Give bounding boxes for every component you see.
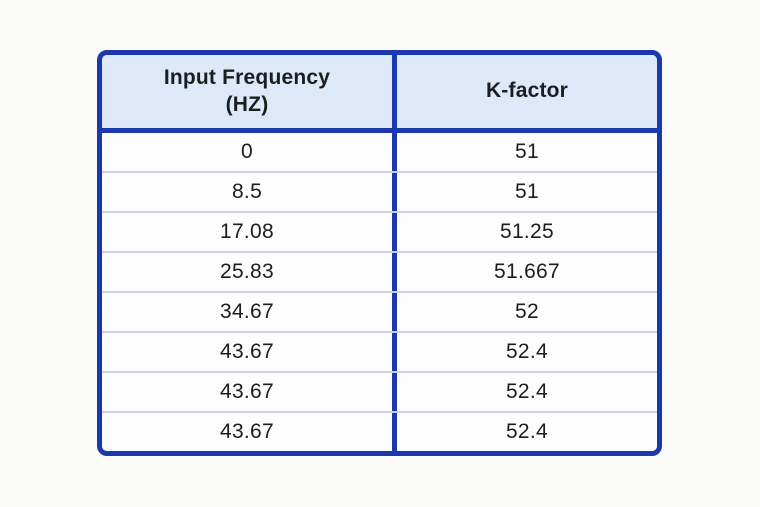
cell-k-factor: 52.4 [392, 333, 657, 371]
table-row: 0 51 [102, 133, 657, 171]
header-cell-input-frequency: Input Frequency (HZ) [102, 55, 392, 128]
cell-k-factor: 52.4 [392, 373, 657, 411]
table-row: 43.67 52.4 [102, 371, 657, 411]
table-row: 25.83 51.667 [102, 251, 657, 291]
cell-input-frequency: 43.67 [219, 340, 275, 363]
cell-input-frequency: 0 [241, 140, 253, 163]
cell-input-frequency: 34.67 [219, 300, 275, 323]
table-row: 43.67 52.4 [102, 411, 657, 451]
cell-k-factor: 52 [392, 293, 657, 331]
table-row: 43.67 52.4 [102, 331, 657, 371]
header-label-input-frequency: Input Frequency (HZ) [163, 66, 331, 116]
input-frequency-k-factor-table: Input Frequency (HZ) K-factor 0 51 8.5 5… [97, 50, 662, 456]
cell-k-factor: 51.25 [392, 213, 657, 251]
cell-k-factor: 51 [392, 173, 657, 211]
cell-input-frequency: 17.08 [219, 220, 275, 243]
cell-input-frequency: 8.5 [231, 180, 263, 203]
cell-k-factor: 51.667 [392, 253, 657, 291]
header-cell-k-factor: K-factor [392, 55, 657, 128]
header-label-k-factor: K-factor [485, 79, 569, 103]
cell-k-factor: 51 [392, 133, 657, 171]
cell-input-frequency: 25.83 [219, 260, 275, 283]
table-row: 8.5 51 [102, 171, 657, 211]
cell-k-factor: 52.4 [392, 413, 657, 451]
table-body: 0 51 8.5 51 17.08 51.25 25.83 51.667 34.… [102, 133, 657, 451]
table-row: 34.67 52 [102, 291, 657, 331]
cell-input-frequency: 43.67 [219, 380, 275, 403]
table-row: 17.08 51.25 [102, 211, 657, 251]
table-header-row: Input Frequency (HZ) K-factor [102, 55, 657, 133]
cell-input-frequency: 43.67 [219, 420, 275, 443]
